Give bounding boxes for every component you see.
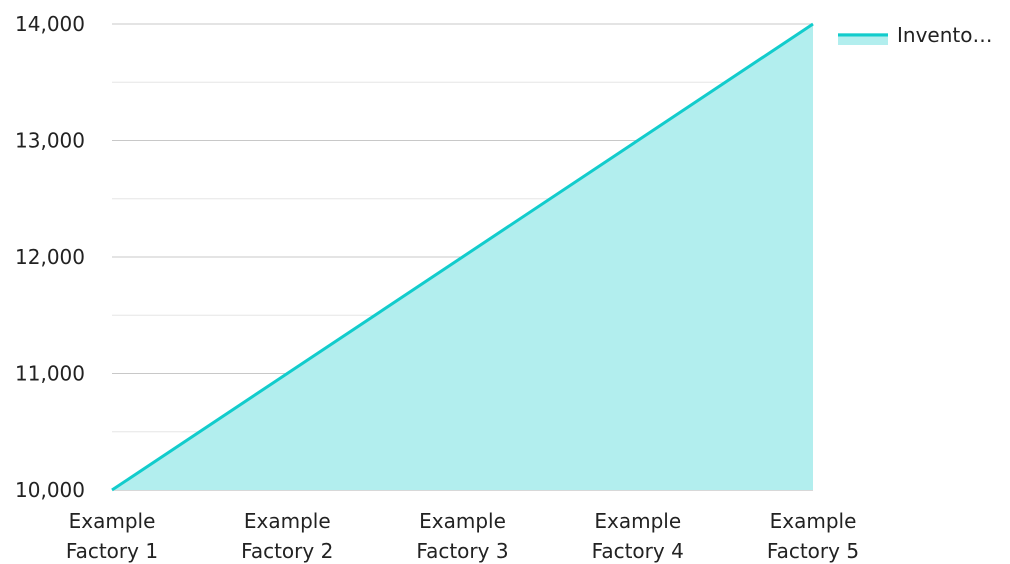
x-tick-label: Example Factory 2 bbox=[241, 509, 333, 563]
x-tick-label: Example Factory 3 bbox=[416, 509, 508, 563]
y-tick-label: 10,000 bbox=[15, 478, 85, 502]
y-tick-label: 14,000 bbox=[15, 12, 85, 36]
y-tick-label: 11,000 bbox=[15, 362, 85, 386]
x-tick-label: Example Factory 1 bbox=[66, 509, 158, 563]
y-tick-label: 13,000 bbox=[15, 129, 85, 153]
x-axis-ticks: Example Factory 1 Example Factory 2 Example F… bbox=[66, 509, 859, 563]
x-tick-label: Example Factory 4 bbox=[592, 509, 684, 563]
legend-label: Invento… bbox=[897, 23, 992, 47]
y-axis-ticks: 10,000 11,000 12,000 13,000 14,000 bbox=[15, 12, 85, 502]
x-tick-label: Example Factory 5 bbox=[767, 509, 859, 563]
legend: Invento… bbox=[838, 23, 992, 47]
y-tick-label: 12,000 bbox=[15, 245, 85, 269]
